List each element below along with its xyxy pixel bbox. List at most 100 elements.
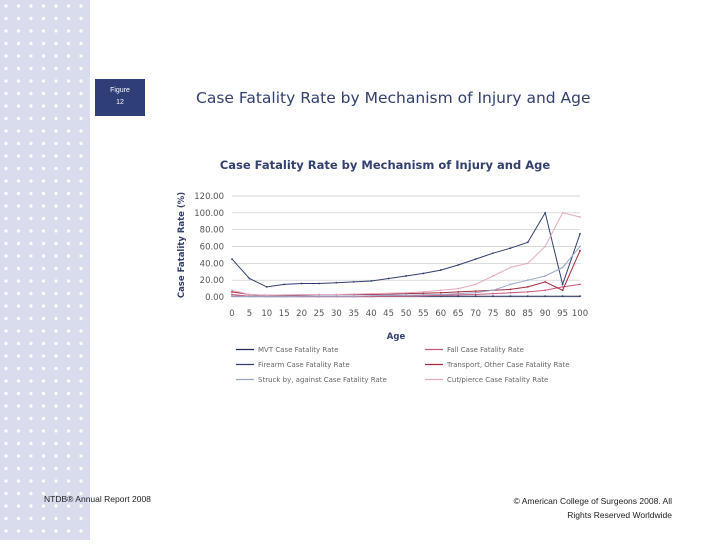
decorative-dot (29, 454, 33, 458)
decorative-dot (16, 229, 21, 233)
decorative-dot (41, 441, 46, 446)
decorative-dot (54, 504, 58, 508)
data-point (335, 295, 338, 298)
decorative-dot (54, 29, 58, 33)
x-tick-label: 85 (522, 309, 533, 319)
data-point (457, 291, 460, 293)
decorative-dot (41, 104, 46, 108)
decorative-dot-strip (0, 0, 90, 545)
decorative-dot (66, 79, 71, 83)
decorative-dot (41, 191, 46, 196)
series-line-6 (231, 212, 581, 296)
decorative-dot (54, 116, 58, 121)
data-point (318, 295, 320, 298)
decorative-dot (41, 129, 46, 133)
legend-label: MVT Case Fatality Rate (258, 346, 338, 354)
data-point (561, 286, 564, 288)
decorative-dot (29, 16, 33, 21)
decorative-dot (66, 354, 71, 358)
series-line-5 (231, 246, 581, 298)
data-point (439, 291, 442, 294)
decorative-dot (54, 91, 58, 96)
decorative-dot (54, 454, 58, 458)
data-point (248, 295, 251, 298)
decorative-dot (4, 529, 8, 533)
decorative-dot (4, 466, 8, 471)
decorative-dot (16, 491, 21, 496)
decorative-dot (54, 241, 58, 246)
decorative-dot (16, 79, 21, 83)
decorative-dot (66, 291, 71, 296)
decorative-dot (16, 504, 21, 508)
data-point (439, 293, 442, 296)
decorative-dot (79, 141, 83, 146)
decorative-dot (29, 391, 33, 396)
decorative-dot (54, 341, 58, 346)
decorative-dot (16, 529, 21, 533)
y-tick-label: 20.00 (200, 276, 224, 286)
footer-copyright: © American College of Surgeons 2008. All… (440, 494, 672, 522)
x-tick-label: 15 (279, 309, 290, 319)
decorative-dot (4, 429, 8, 433)
decorative-dot (16, 116, 21, 121)
decorative-dot (79, 304, 83, 308)
decorative-dot (4, 516, 8, 521)
decorative-dot (29, 366, 33, 371)
data-point (405, 291, 407, 294)
decorative-dot (29, 129, 33, 133)
decorative-dot (66, 404, 71, 408)
decorative-dot (41, 141, 46, 146)
decorative-dot (66, 379, 71, 383)
decorative-dot (16, 429, 21, 433)
decorative-dot (29, 291, 33, 296)
decorative-dot (41, 241, 46, 246)
x-tick-label: 95 (557, 309, 568, 319)
y-tick-label: 0.00 (205, 293, 224, 303)
decorative-dot (79, 504, 83, 508)
decorative-dot (41, 316, 46, 321)
decorative-dot (41, 16, 46, 21)
data-point (387, 277, 390, 280)
data-point (283, 295, 286, 298)
decorative-dot (41, 379, 46, 383)
legend-label: Fall Case Fatality Rate (447, 346, 524, 354)
decorative-dot (66, 304, 71, 308)
decorative-dot (54, 41, 58, 46)
decorative-dot (41, 391, 46, 396)
decorative-dot (41, 4, 46, 8)
decorative-dot (79, 254, 83, 258)
decorative-dot (54, 366, 58, 371)
decorative-dot (16, 191, 21, 196)
decorative-dot (79, 316, 83, 321)
x-tick-label: 75 (488, 309, 499, 319)
decorative-dot (41, 29, 46, 33)
decorative-dot (66, 429, 71, 433)
decorative-dot (29, 516, 33, 521)
decorative-dot (79, 279, 83, 283)
decorative-dot (4, 229, 8, 233)
decorative-dot (66, 241, 71, 246)
decorative-dot (41, 179, 46, 183)
data-point (231, 295, 233, 298)
decorative-dot (29, 329, 33, 333)
data-point (544, 275, 547, 277)
copyright-line-1: © American College of Surgeons 2008. All (513, 496, 672, 506)
data-point (352, 293, 355, 295)
data-point (439, 289, 442, 292)
decorative-dot (4, 141, 8, 146)
decorative-dot (4, 41, 8, 46)
data-point (422, 292, 425, 295)
data-point (544, 280, 547, 283)
decorative-dot (16, 266, 21, 271)
decorative-dot (4, 391, 8, 396)
decorative-dot (66, 41, 71, 46)
decorative-dot (54, 304, 58, 308)
decorative-dot (41, 479, 46, 483)
x-tick-label: 55 (418, 309, 429, 319)
decorative-dot (41, 329, 46, 333)
y-tick-label: 100.00 (194, 209, 224, 219)
legend-label: Transport, Other Case Fatality Rate (446, 361, 570, 369)
decorative-dot (54, 479, 58, 483)
decorative-dot (4, 479, 8, 483)
data-point (492, 252, 494, 255)
